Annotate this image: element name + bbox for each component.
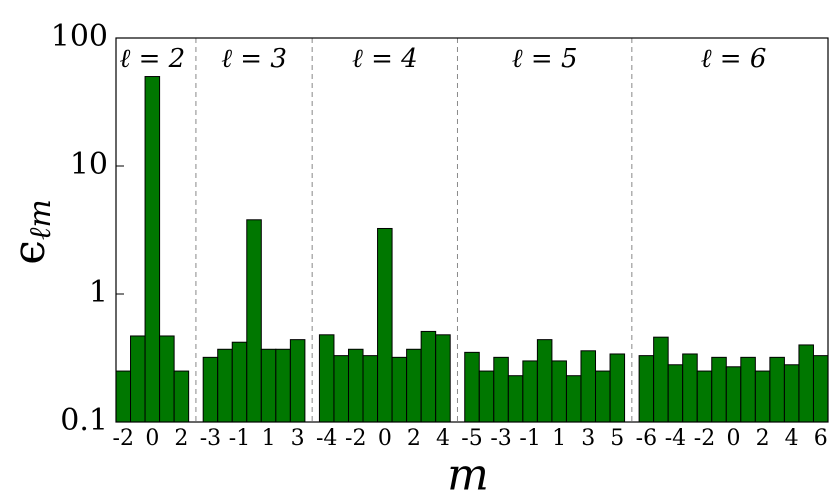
y-tick-label: 10: [70, 147, 108, 182]
x-tick-label: -1: [229, 426, 250, 451]
bar: [580, 350, 597, 423]
bar: [246, 219, 262, 423]
x-tick-label: 3: [291, 426, 305, 451]
x-tick-label: 5: [610, 426, 624, 451]
bar: [347, 348, 364, 423]
bar: [478, 370, 495, 423]
x-tick-label: 0: [378, 426, 392, 451]
bar: [551, 360, 567, 423]
bar: [391, 356, 408, 423]
x-tick-label: -1: [519, 426, 540, 451]
y-tick-label: 1: [89, 275, 108, 310]
x-tick-label: 2: [407, 426, 421, 451]
x-tick-label: -3: [490, 426, 511, 451]
bar: [362, 355, 379, 423]
group-label: ℓ = 3: [221, 44, 287, 74]
bar: [260, 348, 277, 423]
y-axis-label: ϵℓm: [4, 199, 59, 265]
group-label: ℓ = 4: [352, 44, 418, 74]
x-tick-label: -3: [200, 426, 221, 451]
bar: [653, 336, 669, 423]
bar: [638, 355, 655, 423]
bar: [333, 355, 349, 423]
x-axis-label: m: [447, 450, 489, 498]
x-tick-label: 1: [552, 426, 566, 451]
x-tick-label: 3: [581, 426, 595, 451]
x-tick-label: 2: [756, 426, 770, 451]
bar: [667, 364, 684, 423]
y-tick-label: 0.1: [60, 403, 108, 438]
bar: [275, 348, 291, 423]
x-tick-label: -4: [316, 426, 337, 451]
x-tick-label: 6: [814, 426, 828, 451]
bar: [812, 355, 829, 423]
bar: [609, 353, 626, 423]
x-tick-label: -6: [636, 426, 657, 451]
x-tick-label: -5: [461, 426, 482, 451]
bar: [740, 356, 756, 423]
bar: [420, 330, 437, 423]
y-label-symbol: ϵ: [4, 240, 55, 265]
bar: [507, 375, 524, 423]
group-label: ℓ = 6: [701, 44, 767, 74]
bar: [783, 364, 800, 423]
bar: [798, 344, 814, 423]
group-label: ℓ = 2: [119, 44, 185, 74]
bar: [754, 370, 771, 423]
bar: [130, 335, 146, 423]
x-tick-label: 4: [436, 426, 450, 451]
bar: [769, 356, 785, 423]
x-tick-label: -2: [694, 426, 715, 451]
bar: [318, 334, 335, 423]
bar: [202, 356, 219, 423]
x-tick-label: -2: [345, 426, 366, 451]
x-tick-label: 1: [262, 426, 276, 451]
bar: [682, 353, 698, 423]
bar: [522, 360, 538, 423]
y-label-subscript: ℓm: [23, 199, 58, 240]
y-tick-label: 100: [51, 19, 108, 54]
x-tick-label: -4: [665, 426, 686, 451]
bar: [565, 375, 582, 423]
bar: [115, 370, 132, 423]
bar: [217, 348, 233, 423]
bar: [289, 339, 306, 423]
bar: [711, 356, 727, 423]
bar: [464, 351, 480, 423]
bar: [696, 370, 713, 423]
bar: [231, 341, 248, 423]
x-tick-label: 2: [174, 426, 188, 451]
bar: [159, 335, 175, 423]
bar: [406, 348, 422, 423]
x-tick-label: 4: [785, 426, 799, 451]
bar: [493, 356, 509, 423]
bar: [173, 370, 190, 423]
x-tick-label: -2: [113, 426, 134, 451]
bar: [144, 76, 161, 423]
bar: [595, 370, 611, 423]
bar: [435, 334, 451, 423]
plot-frame: [115, 37, 829, 423]
x-tick-label: 0: [145, 426, 159, 451]
x-tick-label: 0: [727, 426, 741, 451]
bar: [377, 227, 393, 423]
bar: [536, 339, 553, 423]
bar: [725, 366, 742, 423]
group-label: ℓ = 5: [512, 44, 578, 74]
